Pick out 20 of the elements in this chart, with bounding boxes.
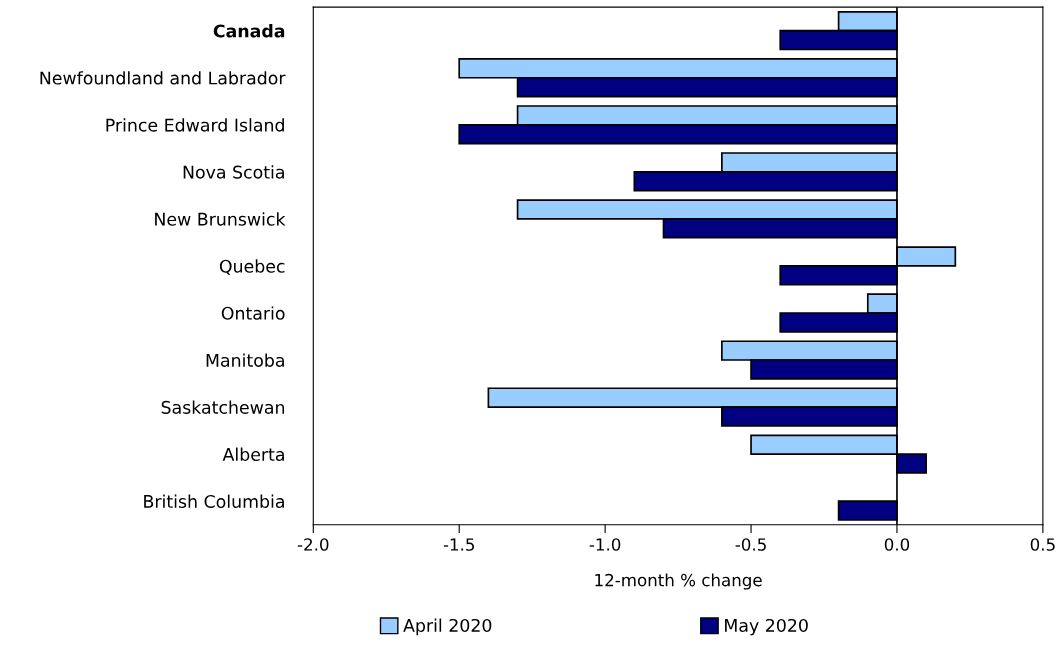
y-tick-label: Saskatchewan	[161, 400, 285, 414]
y-tick-label: Prince Edward Island	[106, 118, 284, 132]
legend-label: April 2020	[403, 618, 492, 636]
legend-label: May 2020	[725, 618, 808, 636]
x-tick-label: -1.0	[589, 538, 621, 551]
y-tick-label: Canada	[213, 24, 285, 38]
y-tick-label: Nova Scotia	[183, 165, 284, 179]
x-axis-title: 12-month % change	[595, 573, 762, 590]
x-tick-label: -0.5	[735, 538, 766, 551]
x-tick-label: -1.5	[443, 538, 475, 551]
y-tick-label: Ontario	[221, 306, 285, 320]
x-tick-label: -2.0	[297, 538, 329, 551]
y-tick-label: Quebec	[219, 259, 285, 275]
y-tick-label: Manitoba	[206, 353, 284, 367]
x-tick-label: 0.0	[884, 538, 910, 551]
y-tick-label: Alberta	[222, 447, 284, 461]
x-tick-label: 0.5	[1030, 538, 1055, 551]
y-tick-label: Newfoundland and Labrador	[40, 71, 286, 85]
y-tick-label: British Columbia	[144, 494, 284, 509]
y-tick-label: New Brunswick	[155, 212, 286, 226]
